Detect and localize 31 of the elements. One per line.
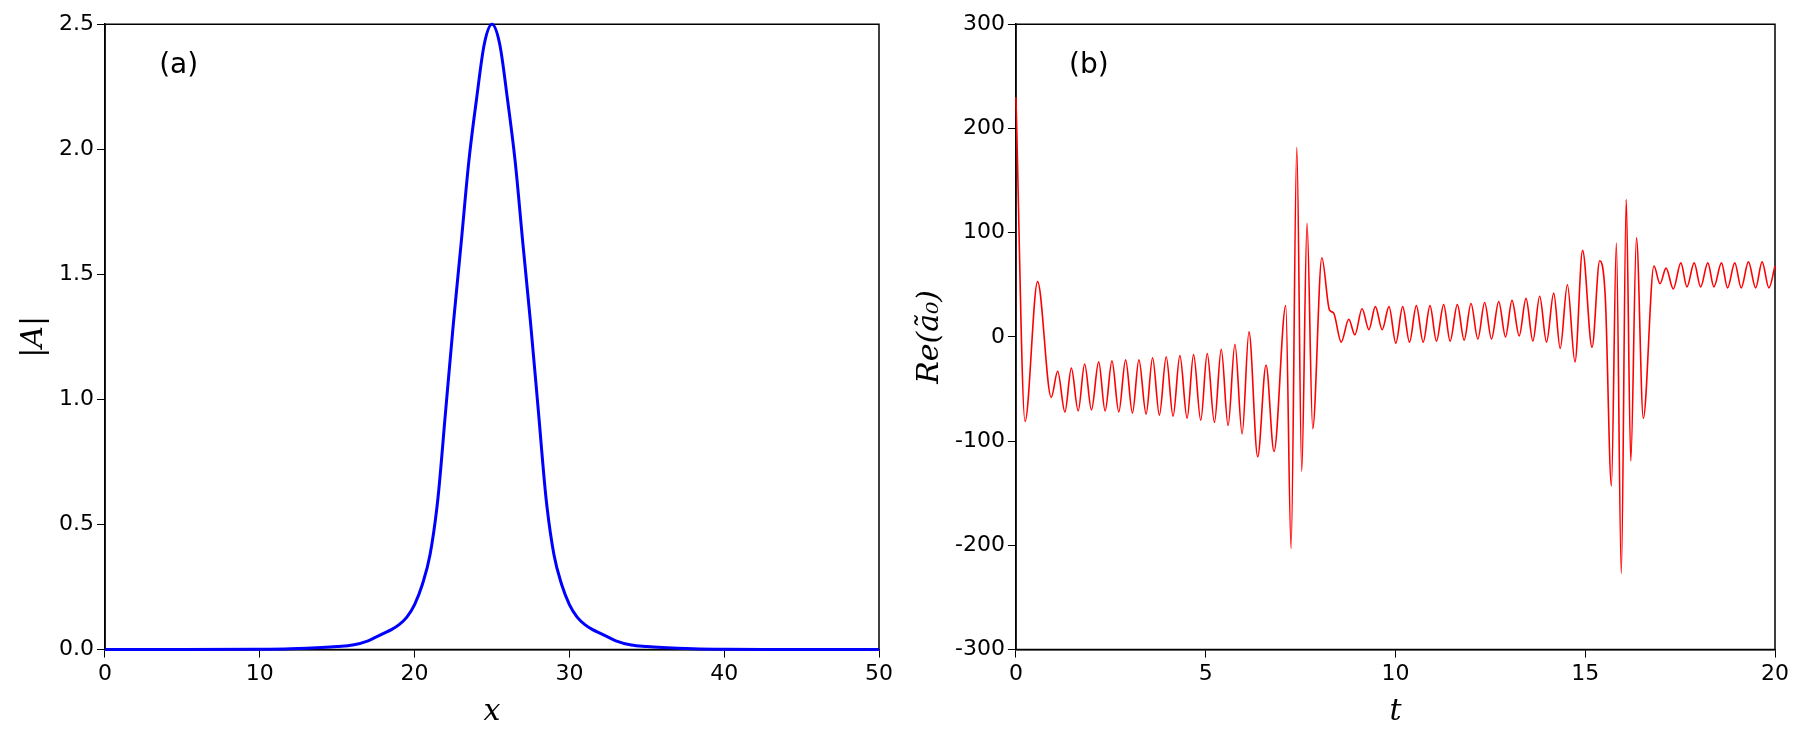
y-tick-label: -300 xyxy=(954,635,1005,661)
y-tick-label: 0 xyxy=(990,322,1005,348)
x-tick-label: 50 xyxy=(865,659,893,685)
x-tick-label: 20 xyxy=(400,659,429,685)
x-tick-label: 30 xyxy=(555,659,584,685)
y-tick-label: -100 xyxy=(954,426,1005,452)
annotation: (a) xyxy=(159,47,199,81)
x-tick-label: 10 xyxy=(245,659,274,685)
x-tick-label: 40 xyxy=(710,659,739,685)
x-tick-label: 10 xyxy=(1381,659,1410,685)
y-axis-title: Re(ã₀) xyxy=(909,290,945,385)
y-tick-label: 0.0 xyxy=(58,635,94,661)
y-tick-label: 100 xyxy=(962,218,1005,244)
y-tick-label: -200 xyxy=(954,531,1005,557)
line-series xyxy=(1015,96,1776,575)
y-tick-label: 2.5 xyxy=(58,9,94,35)
x-tick-label: 15 xyxy=(1571,659,1600,685)
x-tick-label: 0 xyxy=(1008,659,1023,685)
x-axis-title: t xyxy=(1389,691,1403,727)
x-axis-title: x xyxy=(483,691,501,727)
annotation: (b) xyxy=(1069,47,1109,81)
y-tick-label: 1.0 xyxy=(58,385,94,411)
y-tick-label: 300 xyxy=(962,9,1005,35)
x-tick-label: 0 xyxy=(97,659,112,685)
y-tick-label: 2.0 xyxy=(58,135,94,160)
y-axis-title: |A| xyxy=(13,315,49,358)
y-tick-label: 0.5 xyxy=(58,510,94,536)
y-tick-label: 1.5 xyxy=(58,260,94,286)
x-tick-label: 20 xyxy=(1761,659,1789,685)
x-tick-label: 5 xyxy=(1198,659,1213,685)
y-tick-label: 200 xyxy=(962,114,1005,140)
